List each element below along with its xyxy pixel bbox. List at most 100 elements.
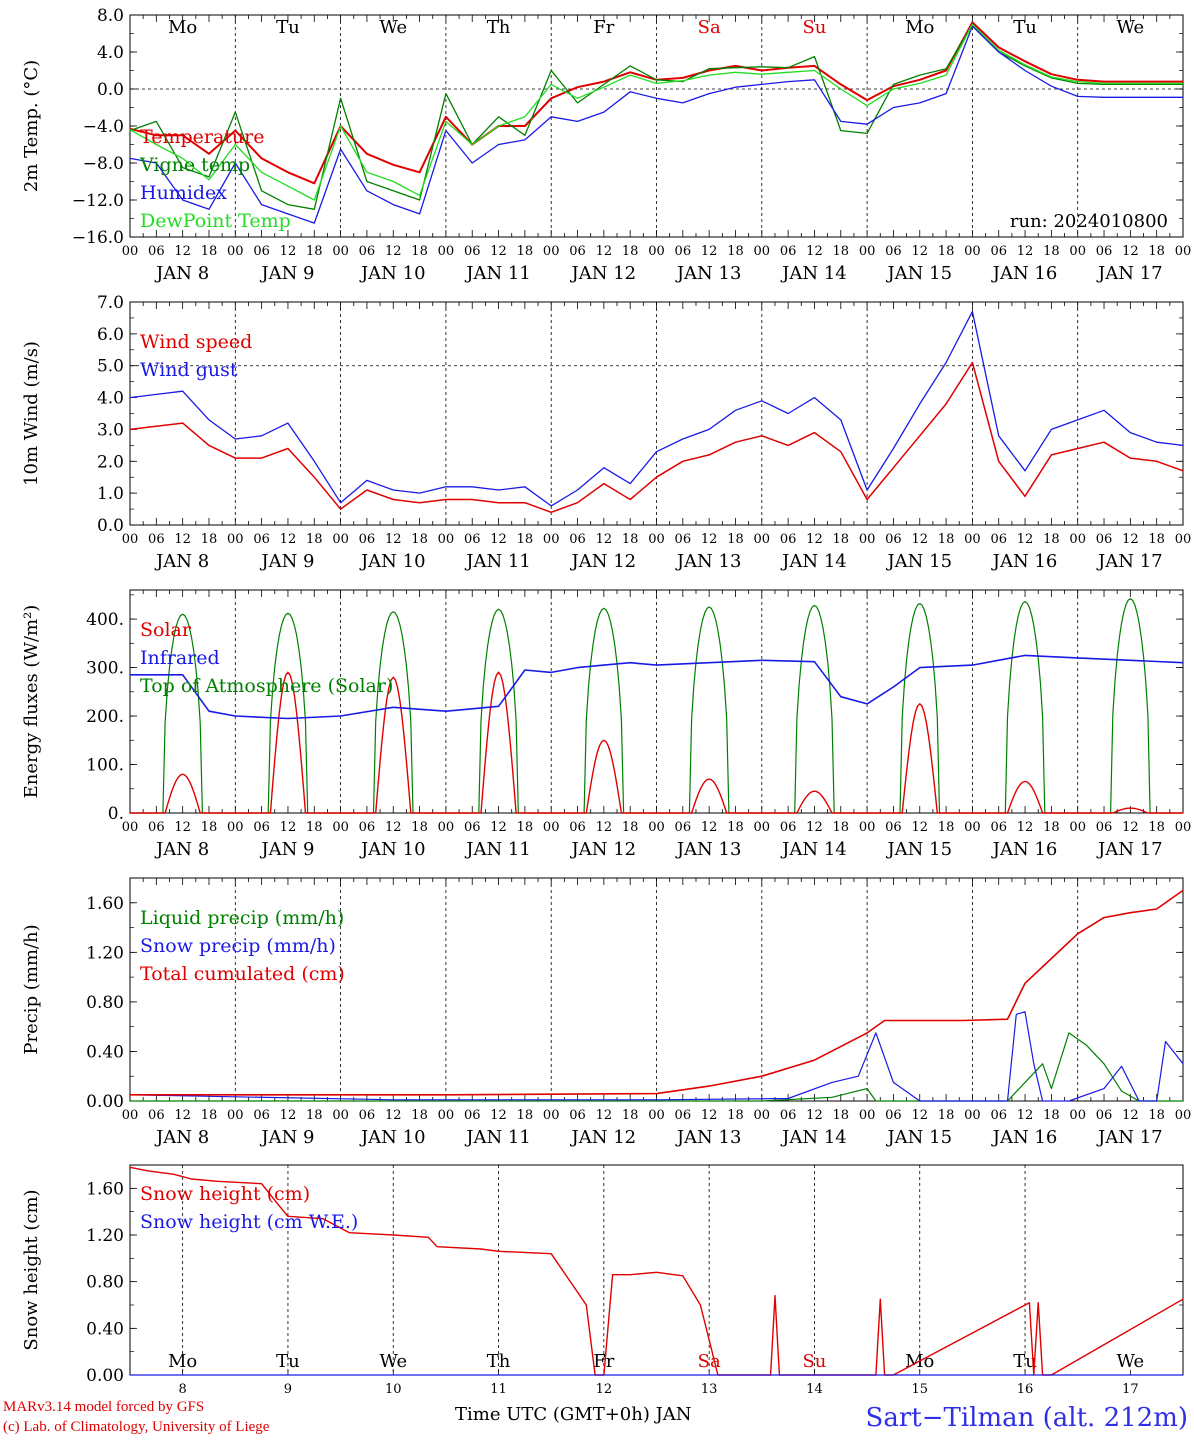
x-hour-label: 12 [596,820,613,835]
x-hour-label: 06 [569,244,586,259]
series-line-vigne-temp [129,23,1183,210]
x-hour-label: 00 [1069,532,1086,547]
x-day-number: 13 [701,1382,718,1397]
x-hour-label: 00 [332,820,349,835]
series-line-wind-speed [129,361,1184,514]
x-hour-label: 12 [806,532,823,547]
x-hour-label: 06 [148,244,165,259]
x-hour-label: 00 [543,1108,560,1123]
x-day-label: JAN 15 [885,1127,952,1148]
series-line-total-cumulated-cm- [130,889,1184,1096]
x-hour-label: 12 [911,820,928,835]
y-tick-label: −12.0 [72,191,124,211]
x-hour-label: 18 [938,1108,955,1123]
x-hour-label: 12 [1017,1108,1034,1123]
x-hour-label: 06 [780,244,797,259]
x-hour-label: 06 [359,244,376,259]
x-hour-label: 18 [1148,820,1165,835]
x-day-number: 17 [1122,1382,1139,1397]
x-hour-label: 18 [201,1108,218,1123]
x-hour-label: 00 [648,1108,665,1123]
x-hour-label: 12 [911,532,928,547]
y-tick-label: 1.0 [97,484,124,504]
x-hour-label: 12 [490,244,507,259]
x-hour-label: 00 [1069,1108,1086,1123]
legend-solar: Solar [140,619,192,641]
y-tick-label: 8.0 [97,6,124,26]
weekday-label: Fr [593,1351,614,1372]
x-day-label: JAN 12 [570,263,637,284]
x-hour-label: 18 [833,532,850,547]
x-hour-label: 06 [569,1108,586,1123]
x-hour-label: 06 [148,820,165,835]
x-hour-label: 18 [517,1108,534,1123]
legend-snow-height-cm: Snow height (cm) [140,1183,310,1205]
x-hour-label: 12 [1122,244,1139,259]
x-hour-label: 06 [464,244,481,259]
x-hour-label: 06 [253,820,270,835]
y-tick-label: −8.0 [83,154,124,174]
x-hour-label: 12 [1017,532,1034,547]
x-hour-label: 00 [227,532,244,547]
y-tick-label: 0.0 [97,516,124,536]
weekday-label: Th [487,1351,511,1372]
x-hour-label: 18 [411,532,428,547]
x-day-label: JAN 11 [464,839,531,860]
x-hour-label: 12 [280,244,297,259]
y-tick-label: 4.0 [97,389,124,409]
x-hour-label: 12 [596,1108,613,1123]
y-tick-label: 400. [86,610,124,630]
x-day-label: JAN 14 [780,839,847,860]
x-day-label: JAN 10 [359,551,426,572]
station-label: Sart−Tilman (alt. 212m) [865,1403,1188,1433]
x-day-label: JAN 9 [259,839,314,860]
weekday-label: Sa [698,1351,721,1372]
x-hour-label: 00 [438,532,455,547]
x-hour-label: 12 [174,1108,191,1123]
x-hour-label: 18 [938,820,955,835]
weekday-label: Mo [168,17,197,38]
x-hour-label: 18 [201,244,218,259]
x-hour-label: 18 [622,532,639,547]
x-hour-label: 18 [306,532,323,547]
x-hour-label: 18 [727,532,744,547]
y-axis-label: Precip (mm/h) [21,924,42,1054]
y-tick-label: 1.60 [86,894,124,914]
x-hour-label: 06 [253,244,270,259]
x-day-label: JAN 14 [780,1127,847,1148]
x-hour-label: 12 [806,244,823,259]
x-hour-label: 06 [1096,532,1113,547]
x-day-number: 9 [284,1382,292,1397]
time-axis-label: Time UTC (GMT+0h) JAN [455,1404,692,1425]
weekday-label: We [1117,1351,1145,1372]
x-hour-label: 18 [1043,820,1060,835]
x-hour-label: 18 [833,820,850,835]
x-day-label: JAN 14 [780,551,847,572]
x-hour-label: 06 [1096,820,1113,835]
legend-vigne-temp: Vigne temp [139,154,250,176]
x-day-label: JAN 12 [570,839,637,860]
x-hour-label: 00 [332,1108,349,1123]
x-hour-label: 00 [1069,244,1086,259]
x-hour-label: 06 [464,532,481,547]
x-hour-label: 06 [885,1108,902,1123]
x-hour-label: 12 [596,532,613,547]
x-hour-label: 18 [1043,244,1060,259]
x-hour-label: 18 [1043,1108,1060,1123]
x-hour-label: 18 [411,820,428,835]
x-hour-label: 06 [359,532,376,547]
x-day-label: JAN 12 [570,551,637,572]
legend-top-of-atmosphere-solar: Top of Atmosphere (Solar) [140,675,393,697]
x-hour-label: 06 [990,244,1007,259]
x-hour-label: 12 [1017,820,1034,835]
legend-wind-speed: Wind speed [140,331,252,353]
x-hour-label: 18 [1148,1108,1165,1123]
x-hour-label: 18 [201,820,218,835]
x-hour-label: 00 [543,532,560,547]
weekday-label: We [379,1351,407,1372]
x-hour-label: 18 [411,244,428,259]
x-hour-label: 06 [675,820,692,835]
y-axis-label: 2m Temp. (°C) [21,60,42,192]
x-day-label: JAN 12 [570,1127,637,1148]
